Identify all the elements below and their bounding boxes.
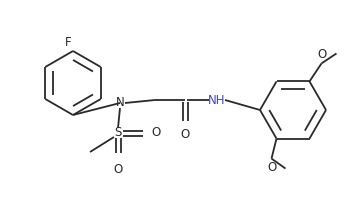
Text: O: O: [267, 161, 276, 174]
Text: O: O: [113, 163, 122, 176]
Text: F: F: [65, 35, 72, 49]
Text: N: N: [116, 96, 124, 110]
Text: O: O: [151, 127, 160, 139]
Text: O: O: [317, 48, 326, 61]
Text: NH: NH: [208, 93, 226, 107]
Text: S: S: [114, 127, 122, 139]
Text: O: O: [181, 128, 190, 141]
